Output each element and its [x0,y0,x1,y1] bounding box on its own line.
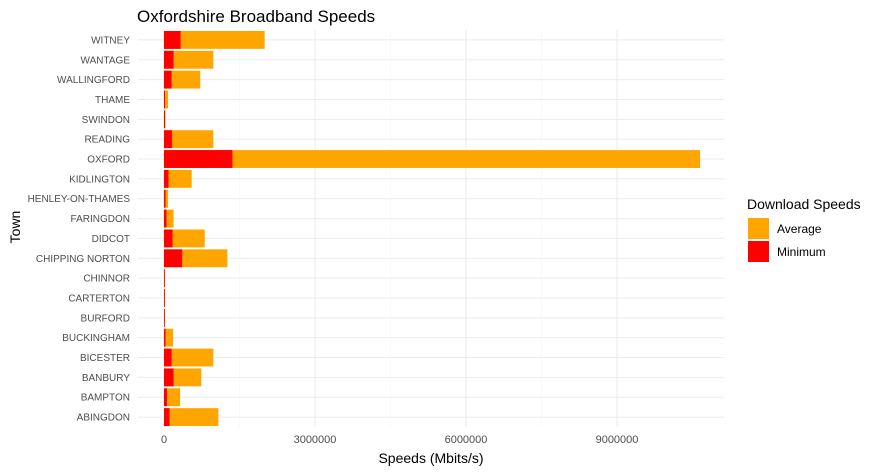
bar-average-faringdon [164,209,174,228]
y-axis-title: Town [7,211,23,244]
legend-swatch-minimum [748,241,769,262]
bar-average-wantage [164,50,214,69]
y-tick-label: FARINGDON [71,214,130,225]
y-tick-label: CHIPPING NORTON [36,254,130,265]
bar-average-reading [164,130,214,149]
chart-title: Oxfordshire Broadband Speeds [137,7,375,26]
bar-average-thame [164,90,169,109]
bar-minimum-chinnor [164,269,165,288]
bar-minimum-kidlington [164,169,169,188]
bar-average-bampton [164,388,181,407]
y-tick-label: WANTAGE [81,55,131,66]
bar-minimum-thame [164,90,166,109]
y-tick-label: BICESTER [80,353,130,364]
y-tick-label: DIDCOT [92,234,130,245]
legend-items: Average Minimum [748,218,826,262]
y-tick-label: BANBURY [82,373,130,384]
bar-average-didcot [164,229,205,248]
grid [138,30,724,427]
bars [164,30,701,427]
legend-label-minimum: Minimum [777,245,826,259]
x-axis-title: Speeds (Mbits/s) [378,450,483,466]
bar-minimum-didcot [164,229,173,248]
bar-minimum-bampton [164,388,168,407]
y-tick-label: KIDLINGTON [69,174,130,185]
bar-minimum-burford [164,308,165,327]
y-tick-label: BURFORD [81,313,130,324]
bar-minimum-bicester [164,348,172,367]
y-tick-label: ABINGDON [77,413,130,424]
bar-average-abingdon [164,408,219,427]
bar-minimum-henley-on-thames [164,189,166,208]
bar-minimum-carterton [164,289,165,307]
bar-average-wallingford [164,70,201,89]
bar-average-henley-on-thames [164,189,169,208]
legend-title: Download Speeds [747,196,861,212]
y-tick-label: OXFORD [87,155,130,166]
x-tick-label: 0 [161,434,167,446]
bar-minimum-swindon [164,110,166,129]
y-tick-label: CARTERTON [68,293,130,304]
x-tick-label: 6000000 [445,434,488,446]
y-tick-label: WALLINGFORD [57,75,130,86]
bar-minimum-buckingham [164,328,166,347]
bar-average-kidlington [164,169,192,188]
bar-minimum-oxford [164,150,233,168]
bar-minimum-abingdon [164,408,170,427]
bar-minimum-witney [164,30,181,49]
bar-minimum-faringdon [164,209,167,228]
y-tick-label: HENLEY-ON-THAMES [28,194,131,205]
bar-minimum-banbury [164,368,174,387]
legend-swatch-average [748,218,769,239]
bar-minimum-wallingford [164,70,172,89]
y-axis-labels: ABINGDON BAMPTON BANBURY BICESTER BUCKINGHAM… [28,35,131,423]
bar-average-witney [164,30,265,49]
x-tick-label: 9000000 [596,434,639,446]
y-tick-label: BAMPTON [81,393,130,404]
bar-average-oxford [164,150,701,168]
bar-minimum-chipping-norton [164,249,183,268]
y-tick-label: READING [84,135,130,146]
y-tick-label: THAME [95,95,130,106]
bar-minimum-reading [164,130,173,149]
y-tick-label: SWINDON [82,115,130,126]
bar-average-buckingham [164,328,174,347]
bar-minimum-wantage [164,50,174,69]
legend: Download Speeds Average Minimum [747,196,861,262]
y-tick-label: BUCKINGHAM [62,333,130,344]
x-tick-label: 3000000 [294,434,337,446]
x-axis-labels: 0 3000000 6000000 9000000 [161,434,638,446]
bar-average-bicester [164,348,214,367]
y-tick-label: WITNEY [91,35,130,46]
legend-label-average: Average [777,222,822,236]
y-tick-label: CHINNOR [83,274,130,285]
